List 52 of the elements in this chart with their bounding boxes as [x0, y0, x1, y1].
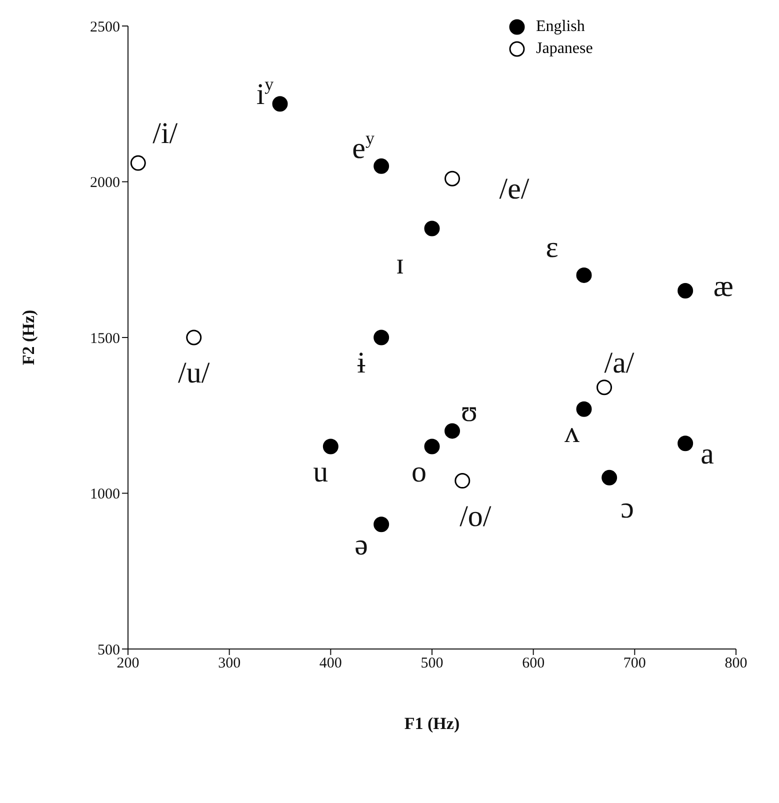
annotation: e$^{y}$: [352, 128, 374, 166]
y-tick-label: 500: [98, 642, 120, 658]
x-tick-label: 300: [218, 656, 241, 672]
point: [454, 473, 470, 489]
x-tick-label: 600: [522, 656, 545, 672]
point: [186, 330, 202, 346]
annotation: ɪ: [396, 247, 404, 280]
y-axis-title: F2 (Hz): [19, 310, 38, 366]
annotation: /o/: [460, 500, 492, 533]
point: [374, 330, 390, 346]
point: [424, 438, 440, 454]
x-tick-label: 200: [116, 656, 140, 672]
y-tick-label: 2500: [90, 19, 120, 36]
annotation: ɔ: [620, 492, 634, 525]
point: [374, 516, 390, 532]
annotation: /a/: [604, 346, 635, 380]
annotation: /e/: [499, 172, 530, 206]
point: [374, 158, 390, 174]
annotation: i$^{y}$: [256, 73, 274, 111]
y-tick-label: 1000: [90, 486, 120, 503]
annotation: a: [700, 437, 714, 470]
y-tick-label: 2000: [90, 175, 120, 192]
annotation: ʊ: [461, 394, 478, 428]
x-tick-label: 400: [319, 656, 342, 672]
point: [130, 155, 146, 171]
x-tick-label: 500: [420, 656, 444, 672]
y-tick-label: 1500: [90, 330, 120, 347]
x-tick-label: 700: [623, 656, 646, 672]
annotation: æ: [713, 270, 734, 303]
annotation: o: [412, 456, 426, 489]
point: [424, 220, 440, 236]
annotation: u: [313, 456, 328, 489]
point: [444, 423, 460, 439]
point: [678, 283, 694, 299]
x-axis-title: F1 (Hz): [404, 714, 460, 733]
point: [596, 380, 612, 396]
point: [602, 470, 618, 486]
point: [678, 436, 694, 452]
point: [444, 170, 460, 186]
annotation: ɛ: [546, 231, 558, 264]
point: [576, 267, 592, 283]
annotation: /i/: [152, 117, 178, 150]
point: [576, 401, 592, 417]
annotation: ɨ: [357, 346, 366, 380]
x-tick-label: 800: [724, 656, 748, 672]
point: [272, 96, 288, 112]
point: [322, 438, 338, 454]
annotation: ʌ: [564, 416, 580, 450]
annotation: ə: [354, 528, 368, 562]
legend-label: English: [536, 18, 585, 36]
annotation: /u/: [178, 356, 210, 390]
legend-label: Japanese: [536, 40, 593, 58]
